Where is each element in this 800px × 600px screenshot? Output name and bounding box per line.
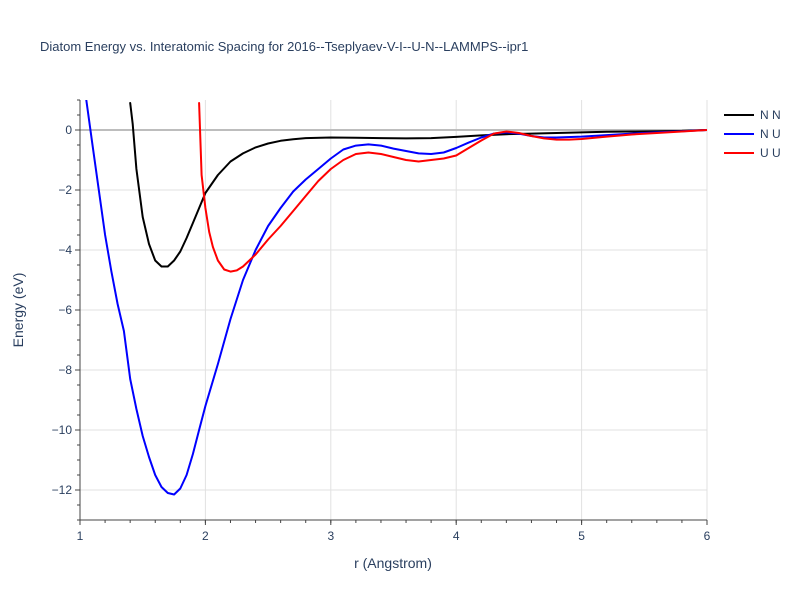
legend: N N N U U U [724,108,781,160]
x-tick-label: 2 [202,529,209,543]
y-axis-title: Energy (eV) [10,273,26,348]
axes [75,99,708,525]
legend-label: N N [760,108,781,122]
x-tick-label: 1 [77,529,84,543]
y-tick-label: −12 [52,483,73,497]
series-line-n-n [129,102,707,268]
y-tick-label: −6 [58,303,72,317]
y-tick-label: −4 [58,243,72,257]
y-tick-label: −10 [52,423,73,437]
legend-label: U U [760,146,781,160]
x-axis-title: r (Angstrom) [354,555,432,571]
y-tick-label: 0 [65,123,72,137]
x-tick-label: 3 [327,529,334,543]
tick-labels: 1 2 3 4 5 6 0 −2 −4 −6 −8 −10 −12 [52,123,711,543]
series-line-u-u [198,102,707,273]
x-tick-label: 4 [453,529,460,543]
x-tick-label: 5 [578,529,585,543]
series-layer [85,100,707,496]
chart-title: Diatom Energy vs. Interatomic Spacing fo… [40,39,528,54]
y-tick-label: −8 [58,363,72,377]
legend-label: N U [760,127,781,141]
y-tick-label: −2 [58,183,72,197]
x-tick-label: 6 [704,529,711,543]
